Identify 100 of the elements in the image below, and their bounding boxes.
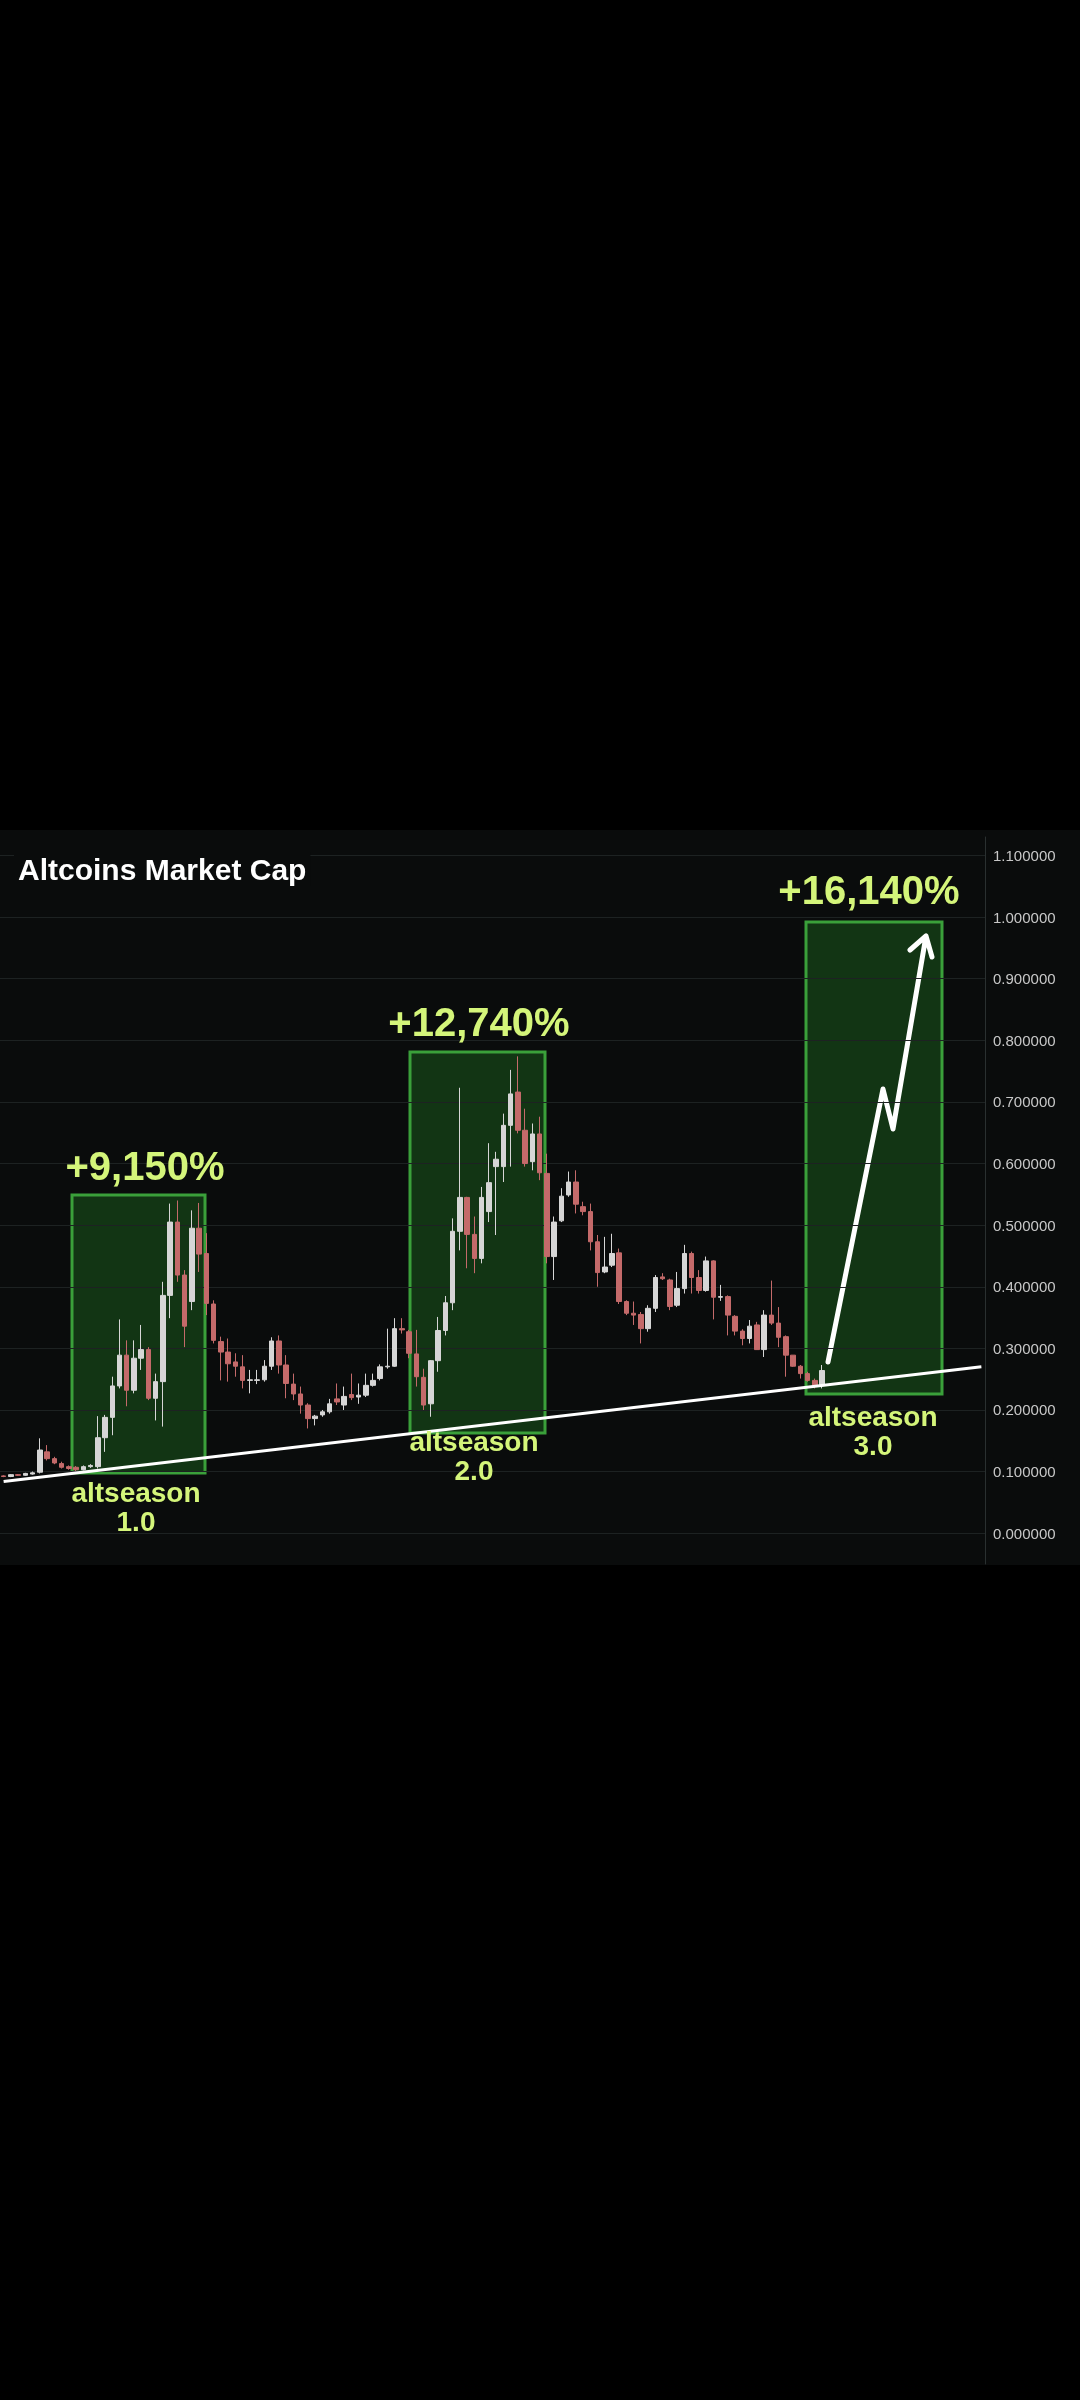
candlestick xyxy=(537,1116,542,1181)
candlestick xyxy=(262,1359,267,1383)
candlestick xyxy=(1,1474,6,1478)
y-tick-label: 0.100000 xyxy=(993,1463,1056,1481)
candlestick xyxy=(457,1087,463,1251)
candlestick xyxy=(769,1280,774,1326)
candlestick xyxy=(508,1069,513,1168)
annotation: altseason 1.0 xyxy=(71,1476,201,1537)
candlestick xyxy=(689,1251,694,1295)
candlestick xyxy=(595,1234,600,1288)
candlestick xyxy=(312,1414,318,1426)
annotation: +12,740% xyxy=(387,1000,571,1044)
candlestick xyxy=(320,1409,325,1418)
candlestick xyxy=(399,1317,405,1335)
candlestick xyxy=(609,1233,615,1268)
candlestick xyxy=(645,1304,651,1333)
candlestick xyxy=(117,1318,122,1389)
candlestick xyxy=(175,1200,180,1283)
candlestick xyxy=(580,1201,586,1216)
candlestick xyxy=(88,1463,93,1469)
candlestick xyxy=(414,1329,419,1388)
y-tick-label: 1.000000 xyxy=(993,908,1056,926)
y-tick-label: 0.300000 xyxy=(993,1339,1056,1357)
candlestick xyxy=(30,1471,35,1476)
candlestick xyxy=(211,1299,216,1344)
candlestick xyxy=(703,1256,709,1293)
candlestick xyxy=(189,1209,195,1311)
candlestick xyxy=(472,1216,477,1274)
candlestick xyxy=(479,1186,484,1264)
candlestick xyxy=(356,1382,361,1405)
annotation: +9,150% xyxy=(64,1144,226,1188)
candlestick xyxy=(732,1314,738,1336)
candlestick xyxy=(52,1456,57,1465)
candlestick xyxy=(754,1321,760,1351)
candlestick xyxy=(667,1278,673,1311)
candlestick xyxy=(23,1472,28,1477)
candlestick xyxy=(464,1196,470,1269)
candlestick xyxy=(377,1363,383,1381)
candlestick xyxy=(59,1461,64,1469)
candlestick xyxy=(602,1236,608,1274)
candlestick xyxy=(653,1274,658,1313)
candlestick xyxy=(776,1306,781,1348)
candlestick xyxy=(37,1437,43,1474)
candlestick xyxy=(204,1232,209,1316)
candlestick xyxy=(196,1202,202,1273)
candlestick xyxy=(406,1329,412,1359)
candlestick xyxy=(740,1328,745,1346)
candlestick xyxy=(624,1299,629,1316)
candlestick xyxy=(559,1187,564,1223)
candlestick xyxy=(638,1311,644,1344)
candlestick xyxy=(124,1339,129,1407)
candlestick xyxy=(421,1368,426,1411)
candlestick xyxy=(44,1444,50,1461)
text: Altcoins Market Cap xyxy=(18,852,307,886)
candlestick xyxy=(566,1171,571,1198)
candlestick xyxy=(327,1398,332,1415)
y-tick-label: 0.000000 xyxy=(993,1524,1056,1542)
y-tick-label: 0.600000 xyxy=(993,1155,1056,1173)
candlestick xyxy=(530,1122,535,1171)
candlestick xyxy=(711,1259,716,1320)
annotation: altseason 3.0 xyxy=(808,1400,938,1461)
candlestick xyxy=(291,1373,296,1401)
candlestick xyxy=(146,1346,151,1401)
candlestick xyxy=(392,1317,397,1368)
candlestick xyxy=(718,1284,723,1302)
candlestick xyxy=(153,1373,158,1421)
candlestick xyxy=(81,1464,86,1471)
candlestick xyxy=(233,1352,238,1378)
candlestick xyxy=(240,1354,245,1389)
candlestick xyxy=(747,1319,752,1344)
candlestick xyxy=(631,1301,636,1326)
candlestick xyxy=(588,1203,593,1251)
candlestick xyxy=(298,1386,303,1415)
y-tick-label: 0.500000 xyxy=(993,1216,1056,1234)
candlestick xyxy=(761,1309,767,1358)
candlestick xyxy=(544,1153,550,1264)
candlestick xyxy=(15,1473,21,1477)
candlestick xyxy=(660,1272,665,1281)
candlestick xyxy=(798,1364,803,1380)
candlestick xyxy=(486,1142,492,1223)
candlestick xyxy=(696,1269,702,1295)
y-tick-label: 0.900000 xyxy=(993,970,1056,988)
y-tick-label: 0.400000 xyxy=(993,1278,1056,1296)
candlestick xyxy=(501,1113,506,1183)
candlestick xyxy=(8,1473,14,1478)
y-tick-label: 0.200000 xyxy=(993,1401,1056,1419)
candlestick xyxy=(551,1216,557,1281)
candlestick xyxy=(349,1373,354,1401)
candlestick xyxy=(182,1269,187,1348)
candlestick xyxy=(341,1386,347,1411)
candlestick xyxy=(385,1328,390,1370)
candlestick xyxy=(110,1376,115,1436)
candlestick xyxy=(682,1244,687,1295)
candlestick xyxy=(334,1382,340,1406)
candlestick xyxy=(725,1294,731,1336)
candlestick xyxy=(805,1371,810,1383)
candlestick xyxy=(819,1364,825,1389)
candlestick xyxy=(493,1151,499,1236)
annotation: altseason 2.0 xyxy=(409,1425,539,1486)
candlestick xyxy=(616,1248,622,1305)
